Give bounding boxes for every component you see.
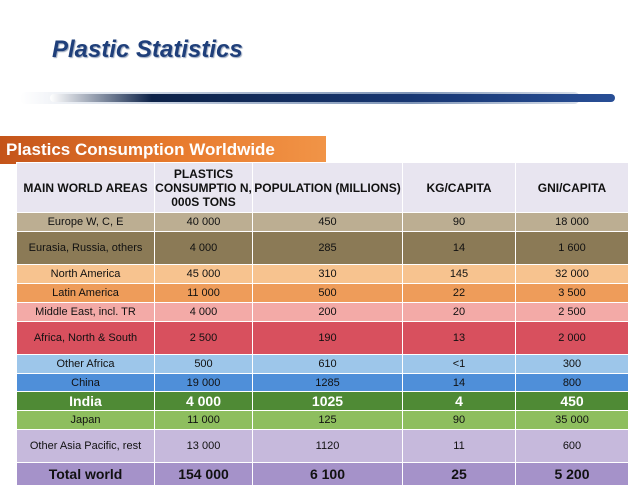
cell-gni-capita: 35 000	[515, 410, 629, 430]
table-row: North America 45 000 310 145 32 000	[16, 264, 629, 284]
cell-kg-capita: 20	[402, 302, 516, 322]
cell-consumption: 13 000	[154, 429, 253, 463]
cell-area: Total world	[16, 462, 155, 486]
cell-population: 500	[252, 283, 403, 303]
table-row-highlighted: India 4 000 1025 4 450	[16, 391, 629, 411]
table-row: China 19 000 1285 14 800	[16, 373, 629, 392]
cell-consumption: 45 000	[154, 264, 253, 284]
cell-consumption: 11 000	[154, 283, 253, 303]
table-row: Middle East, incl. TR 4 000 200 20 2 500	[16, 302, 629, 322]
cell-area: Other Asia Pacific, rest	[16, 429, 155, 463]
cell-area: North America	[16, 264, 155, 284]
cell-area: Latin America	[16, 283, 155, 303]
table-row: Japan 11 000 125 90 35 000	[16, 410, 629, 430]
cell-area: Middle East, incl. TR	[16, 302, 155, 322]
column-header-kg-capita: KG/CAPITA	[402, 162, 516, 213]
cell-population: 6 100	[252, 462, 403, 486]
cell-kg-capita: 4	[402, 391, 516, 411]
table-header-row: MAIN WORLD AREAS PLASTICS CONSUMPTIO N, …	[16, 162, 629, 213]
cell-consumption: 4 000	[154, 231, 253, 265]
table-row: Europe W, C, E 40 000 450 90 18 000	[16, 212, 629, 232]
cell-population: 190	[252, 321, 403, 355]
table-total-row: Total world 154 000 6 100 25 5 200	[16, 462, 629, 486]
column-header-population: POPULATION (MILLIONS)	[252, 162, 403, 213]
table-row: Other Africa 500 610 <1 300	[16, 354, 629, 374]
cell-population: 125	[252, 410, 403, 430]
table-row: Latin America 11 000 500 22 3 500	[16, 283, 629, 303]
cell-area: Africa, North & South	[16, 321, 155, 355]
cell-area: Europe W, C, E	[16, 212, 155, 232]
cell-kg-capita: 14	[402, 231, 516, 265]
cell-kg-capita: 11	[402, 429, 516, 463]
cell-gni-capita: 1 600	[515, 231, 629, 265]
decorative-header-bar	[0, 88, 638, 110]
cell-consumption: 154 000	[154, 462, 253, 486]
cell-consumption: 4 000	[154, 391, 253, 411]
table-row: Other Asia Pacific, rest 13 000 1120 11 …	[16, 429, 629, 463]
cell-population: 1285	[252, 373, 403, 392]
cell-area: India	[16, 391, 155, 411]
cell-consumption: 2 500	[154, 321, 253, 355]
column-header-main-world-areas: MAIN WORLD AREAS	[16, 162, 155, 213]
cell-population: 450	[252, 212, 403, 232]
cell-consumption: 40 000	[154, 212, 253, 232]
cell-consumption: 19 000	[154, 373, 253, 392]
cell-population: 1120	[252, 429, 403, 463]
slide-title: Plastic Statistics	[52, 36, 243, 63]
plastics-consumption-table: MAIN WORLD AREAS PLASTICS CONSUMPTIO N, …	[16, 162, 629, 486]
cell-gni-capita: 5 200	[515, 462, 629, 486]
cell-gni-capita: 600	[515, 429, 629, 463]
cell-gni-capita: 300	[515, 354, 629, 374]
decorative-bar-dark	[50, 94, 615, 102]
cell-consumption: 4 000	[154, 302, 253, 322]
cell-population: 610	[252, 354, 403, 374]
column-header-gni-capita: GNI/CAPITA	[515, 162, 629, 213]
cell-kg-capita: 25	[402, 462, 516, 486]
cell-area: China	[16, 373, 155, 392]
cell-kg-capita: 22	[402, 283, 516, 303]
cell-gni-capita: 800	[515, 373, 629, 392]
cell-population: 1025	[252, 391, 403, 411]
cell-gni-capita: 450	[515, 391, 629, 411]
cell-kg-capita: 145	[402, 264, 516, 284]
section-subtitle: Plastics Consumption Worldwide	[0, 136, 326, 164]
cell-kg-capita: 90	[402, 410, 516, 430]
cell-kg-capita: 90	[402, 212, 516, 232]
cell-area: Other Africa	[16, 354, 155, 374]
cell-population: 200	[252, 302, 403, 322]
cell-gni-capita: 32 000	[515, 264, 629, 284]
cell-consumption: 11 000	[154, 410, 253, 430]
cell-gni-capita: 2 000	[515, 321, 629, 355]
cell-consumption: 500	[154, 354, 253, 374]
cell-area: Eurasia, Russia, others	[16, 231, 155, 265]
cell-kg-capita: 14	[402, 373, 516, 392]
table-row: Eurasia, Russia, others 4 000 285 14 1 6…	[16, 231, 629, 265]
cell-gni-capita: 2 500	[515, 302, 629, 322]
cell-gni-capita: 18 000	[515, 212, 629, 232]
cell-population: 310	[252, 264, 403, 284]
table-row: Africa, North & South 2 500 190 13 2 000	[16, 321, 629, 355]
cell-kg-capita: <1	[402, 354, 516, 374]
cell-population: 285	[252, 231, 403, 265]
cell-kg-capita: 13	[402, 321, 516, 355]
cell-gni-capita: 3 500	[515, 283, 629, 303]
column-header-plastics-consumption: PLASTICS CONSUMPTIO N, 000S TONS	[154, 162, 253, 213]
cell-area: Japan	[16, 410, 155, 430]
